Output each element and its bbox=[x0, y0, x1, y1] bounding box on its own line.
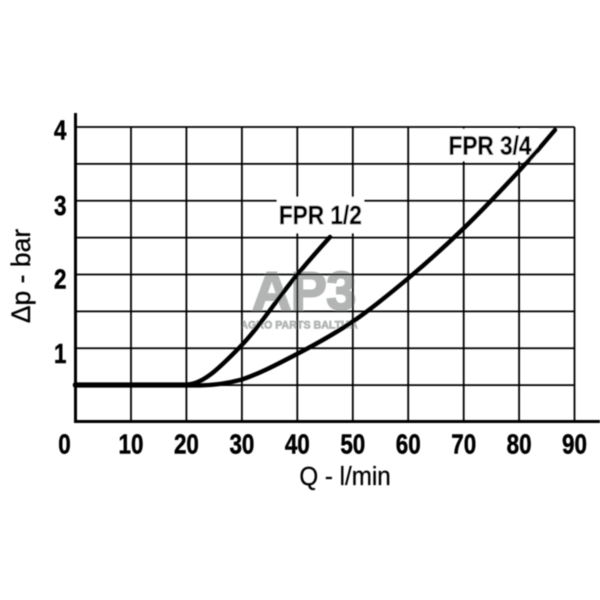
svg-text:3: 3 bbox=[54, 191, 66, 222]
svg-text:10: 10 bbox=[119, 429, 144, 460]
svg-text:80: 80 bbox=[507, 429, 532, 460]
svg-text:20: 20 bbox=[174, 429, 199, 460]
svg-text:Q - l/min: Q - l/min bbox=[299, 462, 390, 491]
svg-text:90: 90 bbox=[562, 429, 587, 460]
svg-text:FPR 3/4: FPR 3/4 bbox=[449, 132, 532, 161]
svg-text:4: 4 bbox=[54, 115, 66, 146]
svg-text:FPR 1/2: FPR 1/2 bbox=[279, 202, 362, 231]
svg-text:50: 50 bbox=[340, 429, 365, 460]
svg-text:30: 30 bbox=[229, 429, 254, 460]
svg-text:0: 0 bbox=[58, 429, 70, 460]
svg-text:Δp - bar: Δp - bar bbox=[6, 229, 36, 323]
svg-text:60: 60 bbox=[396, 429, 421, 460]
svg-text:40: 40 bbox=[285, 429, 310, 460]
svg-text:70: 70 bbox=[451, 429, 476, 460]
svg-text:2: 2 bbox=[54, 264, 66, 295]
svg-text:1: 1 bbox=[54, 339, 66, 370]
svg-text:AGRO PARTS BALTIJA: AGRO PARTS BALTIJA bbox=[240, 319, 358, 331]
